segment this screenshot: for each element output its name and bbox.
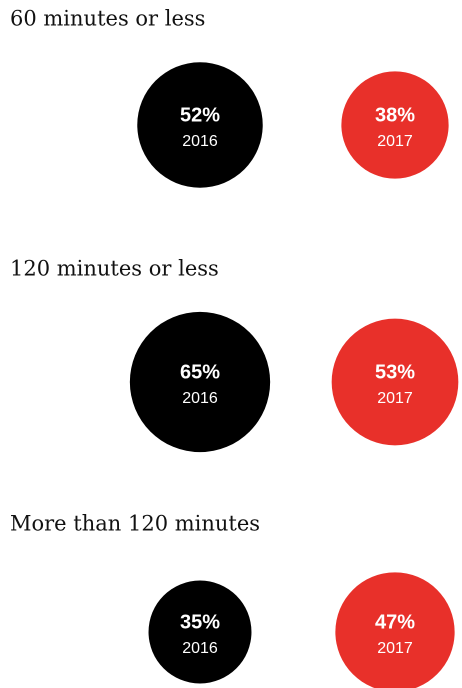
value-label: 65%: [180, 361, 220, 383]
group-title: More than 120 minutes: [10, 512, 260, 536]
group-title: 60 minutes or less: [10, 7, 205, 31]
year-label: 2016: [182, 390, 218, 407]
value-label: 35%: [180, 611, 220, 633]
group-title: 120 minutes or less: [10, 257, 219, 281]
year-label: 2016: [182, 133, 218, 150]
value-label: 47%: [375, 611, 415, 633]
bubble: [341, 71, 449, 179]
bubble: [137, 62, 263, 188]
value-label: 53%: [375, 361, 415, 383]
year-label: 2017: [377, 640, 413, 657]
bubble: [335, 572, 455, 688]
value-label: 52%: [180, 104, 220, 126]
bubble: [129, 311, 271, 453]
bubble: [148, 580, 252, 684]
bubble: [331, 318, 459, 446]
value-label: 38%: [375, 104, 415, 126]
year-label: 2016: [182, 640, 218, 657]
year-label: 2017: [377, 390, 413, 407]
year-label: 2017: [377, 133, 413, 150]
